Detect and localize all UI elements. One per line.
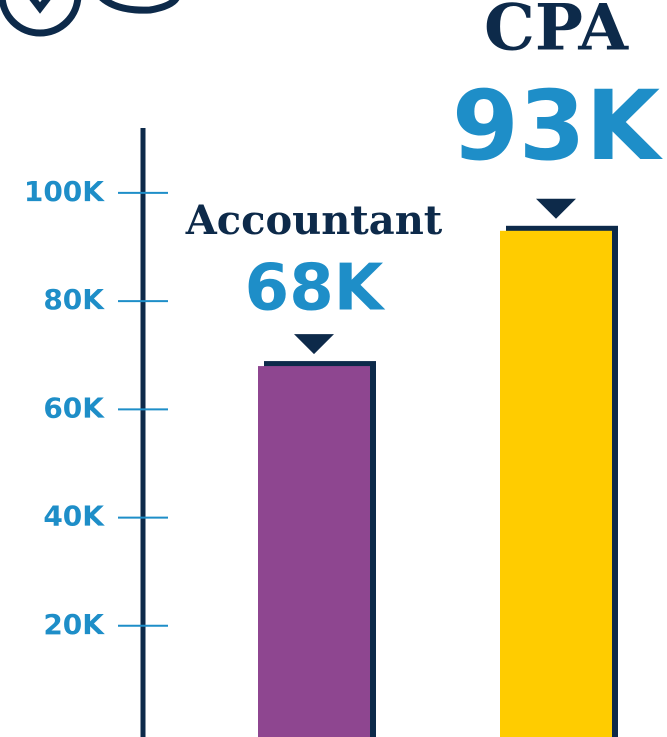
- category-label: CPA: [484, 0, 629, 65]
- y-tick-label: 20K: [43, 608, 105, 641]
- value-label: 93K: [452, 70, 664, 182]
- logo-icon: [0, 0, 180, 37]
- pointer: [294, 334, 334, 355]
- pointer: [536, 198, 576, 219]
- category-label: Accountant: [185, 197, 443, 244]
- bar: [500, 230, 612, 737]
- y-tick-label: 60K: [43, 391, 105, 424]
- y-tick-label: 40K: [43, 500, 105, 533]
- value-label: 68K: [245, 252, 386, 326]
- y-tick-label: 100K: [24, 175, 105, 208]
- y-tick-label: 80K: [43, 283, 105, 316]
- bar: [258, 366, 370, 737]
